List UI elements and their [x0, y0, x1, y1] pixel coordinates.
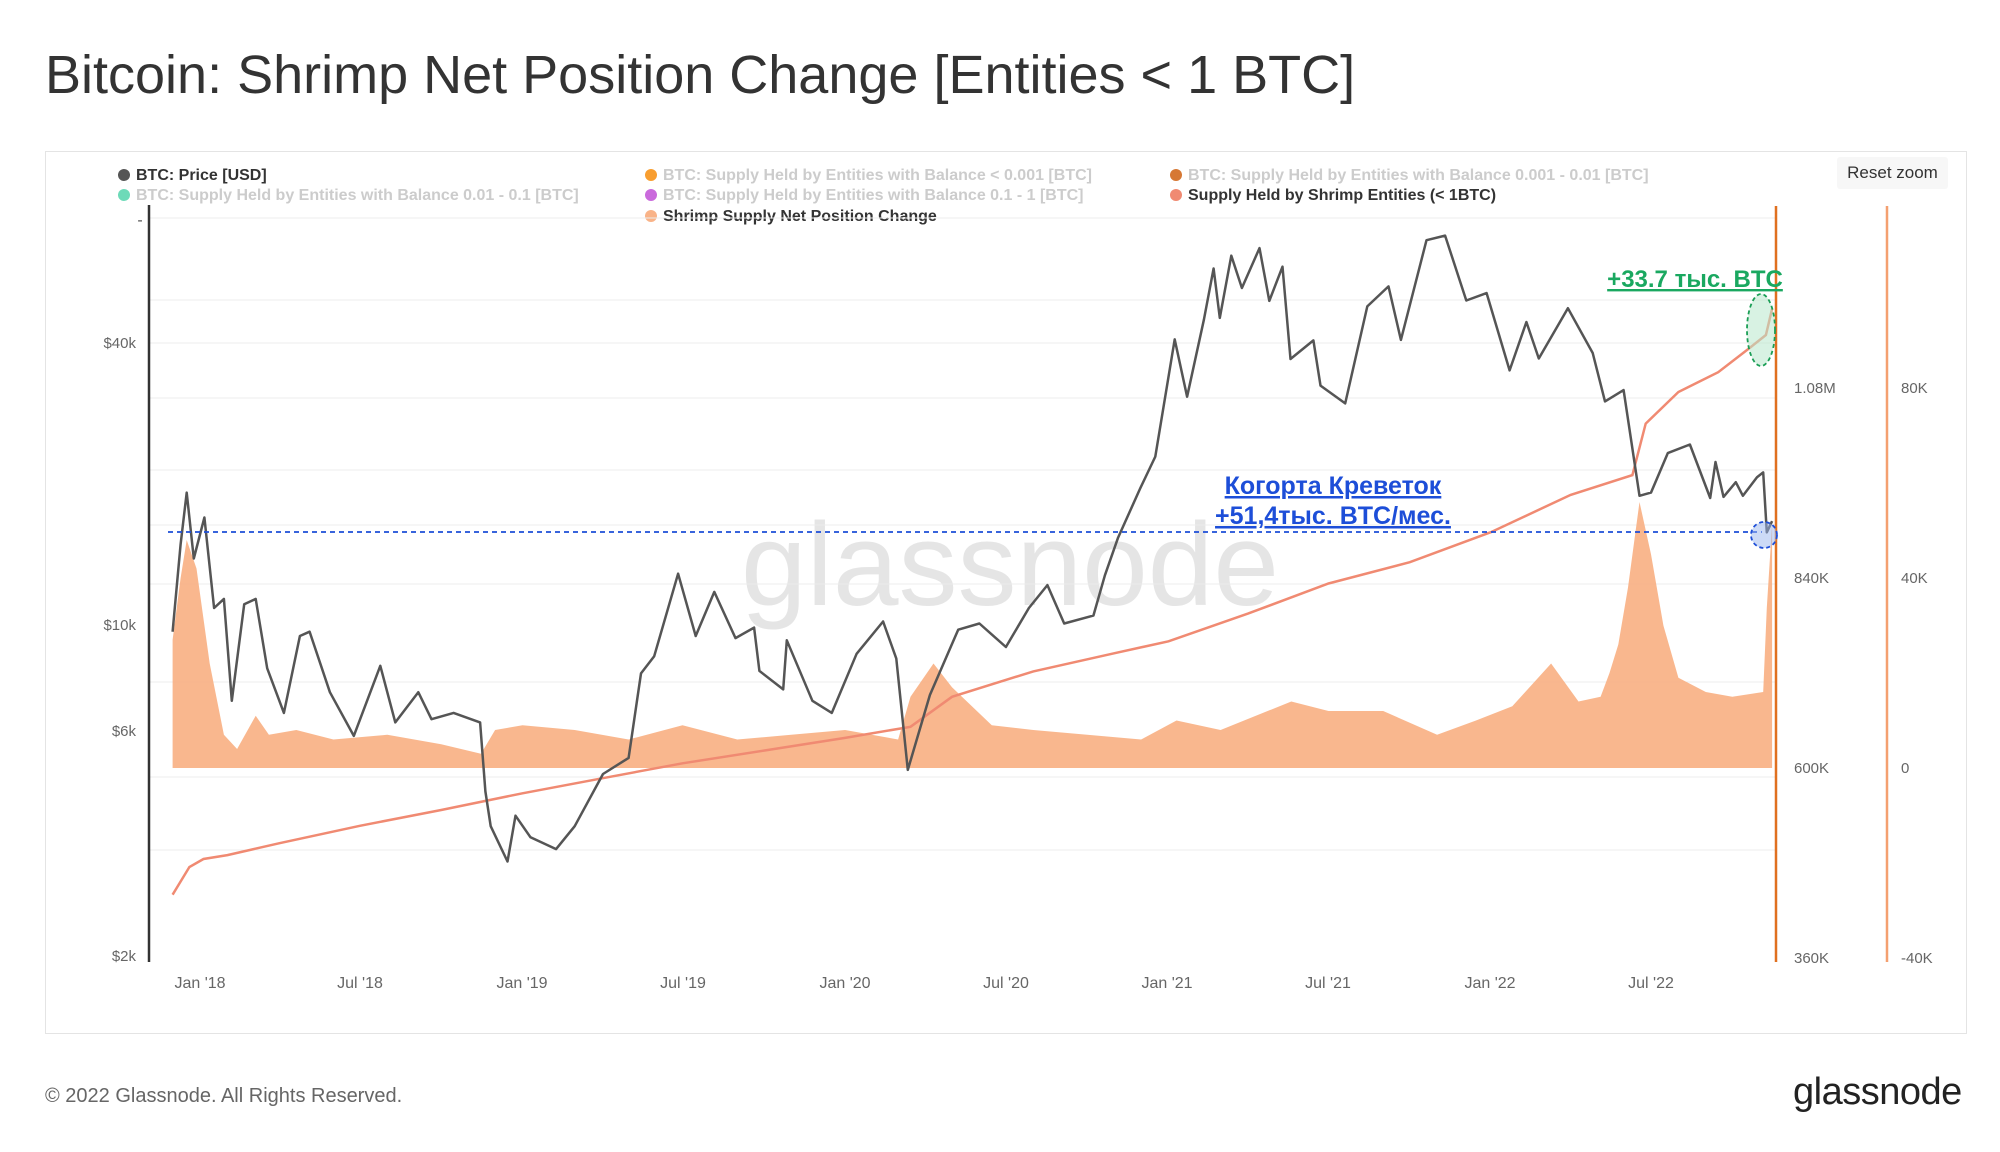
shrimp-supply-line-group [171, 308, 1774, 896]
chart-frame [45, 151, 1967, 1034]
x-tick-1: Jul '18 [337, 975, 383, 992]
annotation-blue-line2: +51,4тыс. BTC/мес. [1215, 502, 1451, 530]
mid-tick-1: 840K [1794, 570, 1829, 587]
net-position-change-area [172, 502, 1773, 768]
legend-dot-1 [645, 169, 657, 181]
legend-item-2[interactable]: BTC: Supply Held by Entities with Balanc… [1188, 167, 1649, 184]
annotation-green-text: +33.7 тыс. BTC [1607, 266, 1783, 293]
legend: BTC: Price [USD] BTC: Supply Held by Enti… [118, 167, 1649, 225]
legend-item-4[interactable]: BTC: Supply Held by Entities with Balanc… [663, 187, 1084, 204]
x-tick-0: Jan '18 [174, 975, 225, 992]
right-tick-0: 80K [1901, 380, 1928, 397]
mid-tick-0: 1.08M [1794, 380, 1836, 397]
x-tick-3: Jul '19 [660, 975, 706, 992]
watermark: glassnode [741, 499, 1279, 631]
x-tick-6: Jan '21 [1141, 975, 1192, 992]
legend-item-6[interactable]: Shrimp Supply Net Position Change [663, 208, 937, 225]
right-tick-3: -40K [1901, 950, 1933, 967]
left-tick-2: $6k [112, 723, 137, 740]
x-tick-2: Jan '19 [496, 975, 547, 992]
x-tick-7: Jul '21 [1305, 975, 1351, 992]
legend-dot-5 [1170, 189, 1182, 201]
x-tick-4: Jan '20 [819, 975, 870, 992]
btc-price-line [171, 234, 1774, 863]
legend-item-5[interactable]: Supply Held by Shrimp Entities (< 1BTC) [1188, 187, 1496, 204]
legend-item-0[interactable]: BTC: Price [USD] [136, 167, 267, 184]
mid-tick-2: 600K [1794, 760, 1829, 777]
page-title: Bitcoin: Shrimp Net Position Change [Ent… [45, 45, 1356, 105]
annotation-blue-line1: Когорта Креветок [1225, 472, 1442, 500]
left-tick-3: $2k [112, 948, 137, 965]
x-tick-8: Jan '22 [1464, 975, 1515, 992]
reset-zoom-button[interactable]: Reset zoom [1837, 157, 1948, 189]
legend-dot-2 [1170, 169, 1182, 181]
legend-dot-0 [118, 169, 130, 181]
right-tick-2: 0 [1901, 760, 1909, 777]
left-tick-1: $10k [103, 617, 136, 634]
footer-copyright: © 2022 Glassnode. All Rights Reserved. [45, 1085, 403, 1107]
shrimp-supply-line [171, 308, 1774, 896]
x-tick-9: Jul '22 [1628, 975, 1674, 992]
axes: - $40k $10k $6k $2k 1.08M 840K 600K 360K 80K 40K 0 -… [103, 205, 1933, 992]
mid-tick-3: 360K [1794, 950, 1829, 967]
glassnode-logo: glassnode [1793, 1071, 1962, 1113]
left-tick-0: $40k [103, 335, 136, 352]
x-tick-5: Jul '20 [983, 975, 1029, 992]
legend-dot-3 [118, 189, 130, 201]
annotation-blue-circle [1750, 521, 1778, 549]
net-change-area-group [172, 502, 1773, 768]
legend-item-3[interactable]: BTC: Supply Held by Entities with Balanc… [136, 187, 579, 204]
left-axis-top-mark: - [137, 212, 142, 229]
btc-price-line-group [171, 234, 1774, 863]
right-tick-1: 40K [1901, 570, 1928, 587]
annotation-green-ellipse [1746, 293, 1776, 367]
legend-dot-6 [645, 210, 657, 222]
legend-dot-4 [645, 189, 657, 201]
annotations: +33.7 тыс. BTC Когорта Креветок+51,4тыс. … [168, 266, 1783, 549]
legend-item-1[interactable]: BTC: Supply Held by Entities with Balanc… [663, 167, 1092, 184]
